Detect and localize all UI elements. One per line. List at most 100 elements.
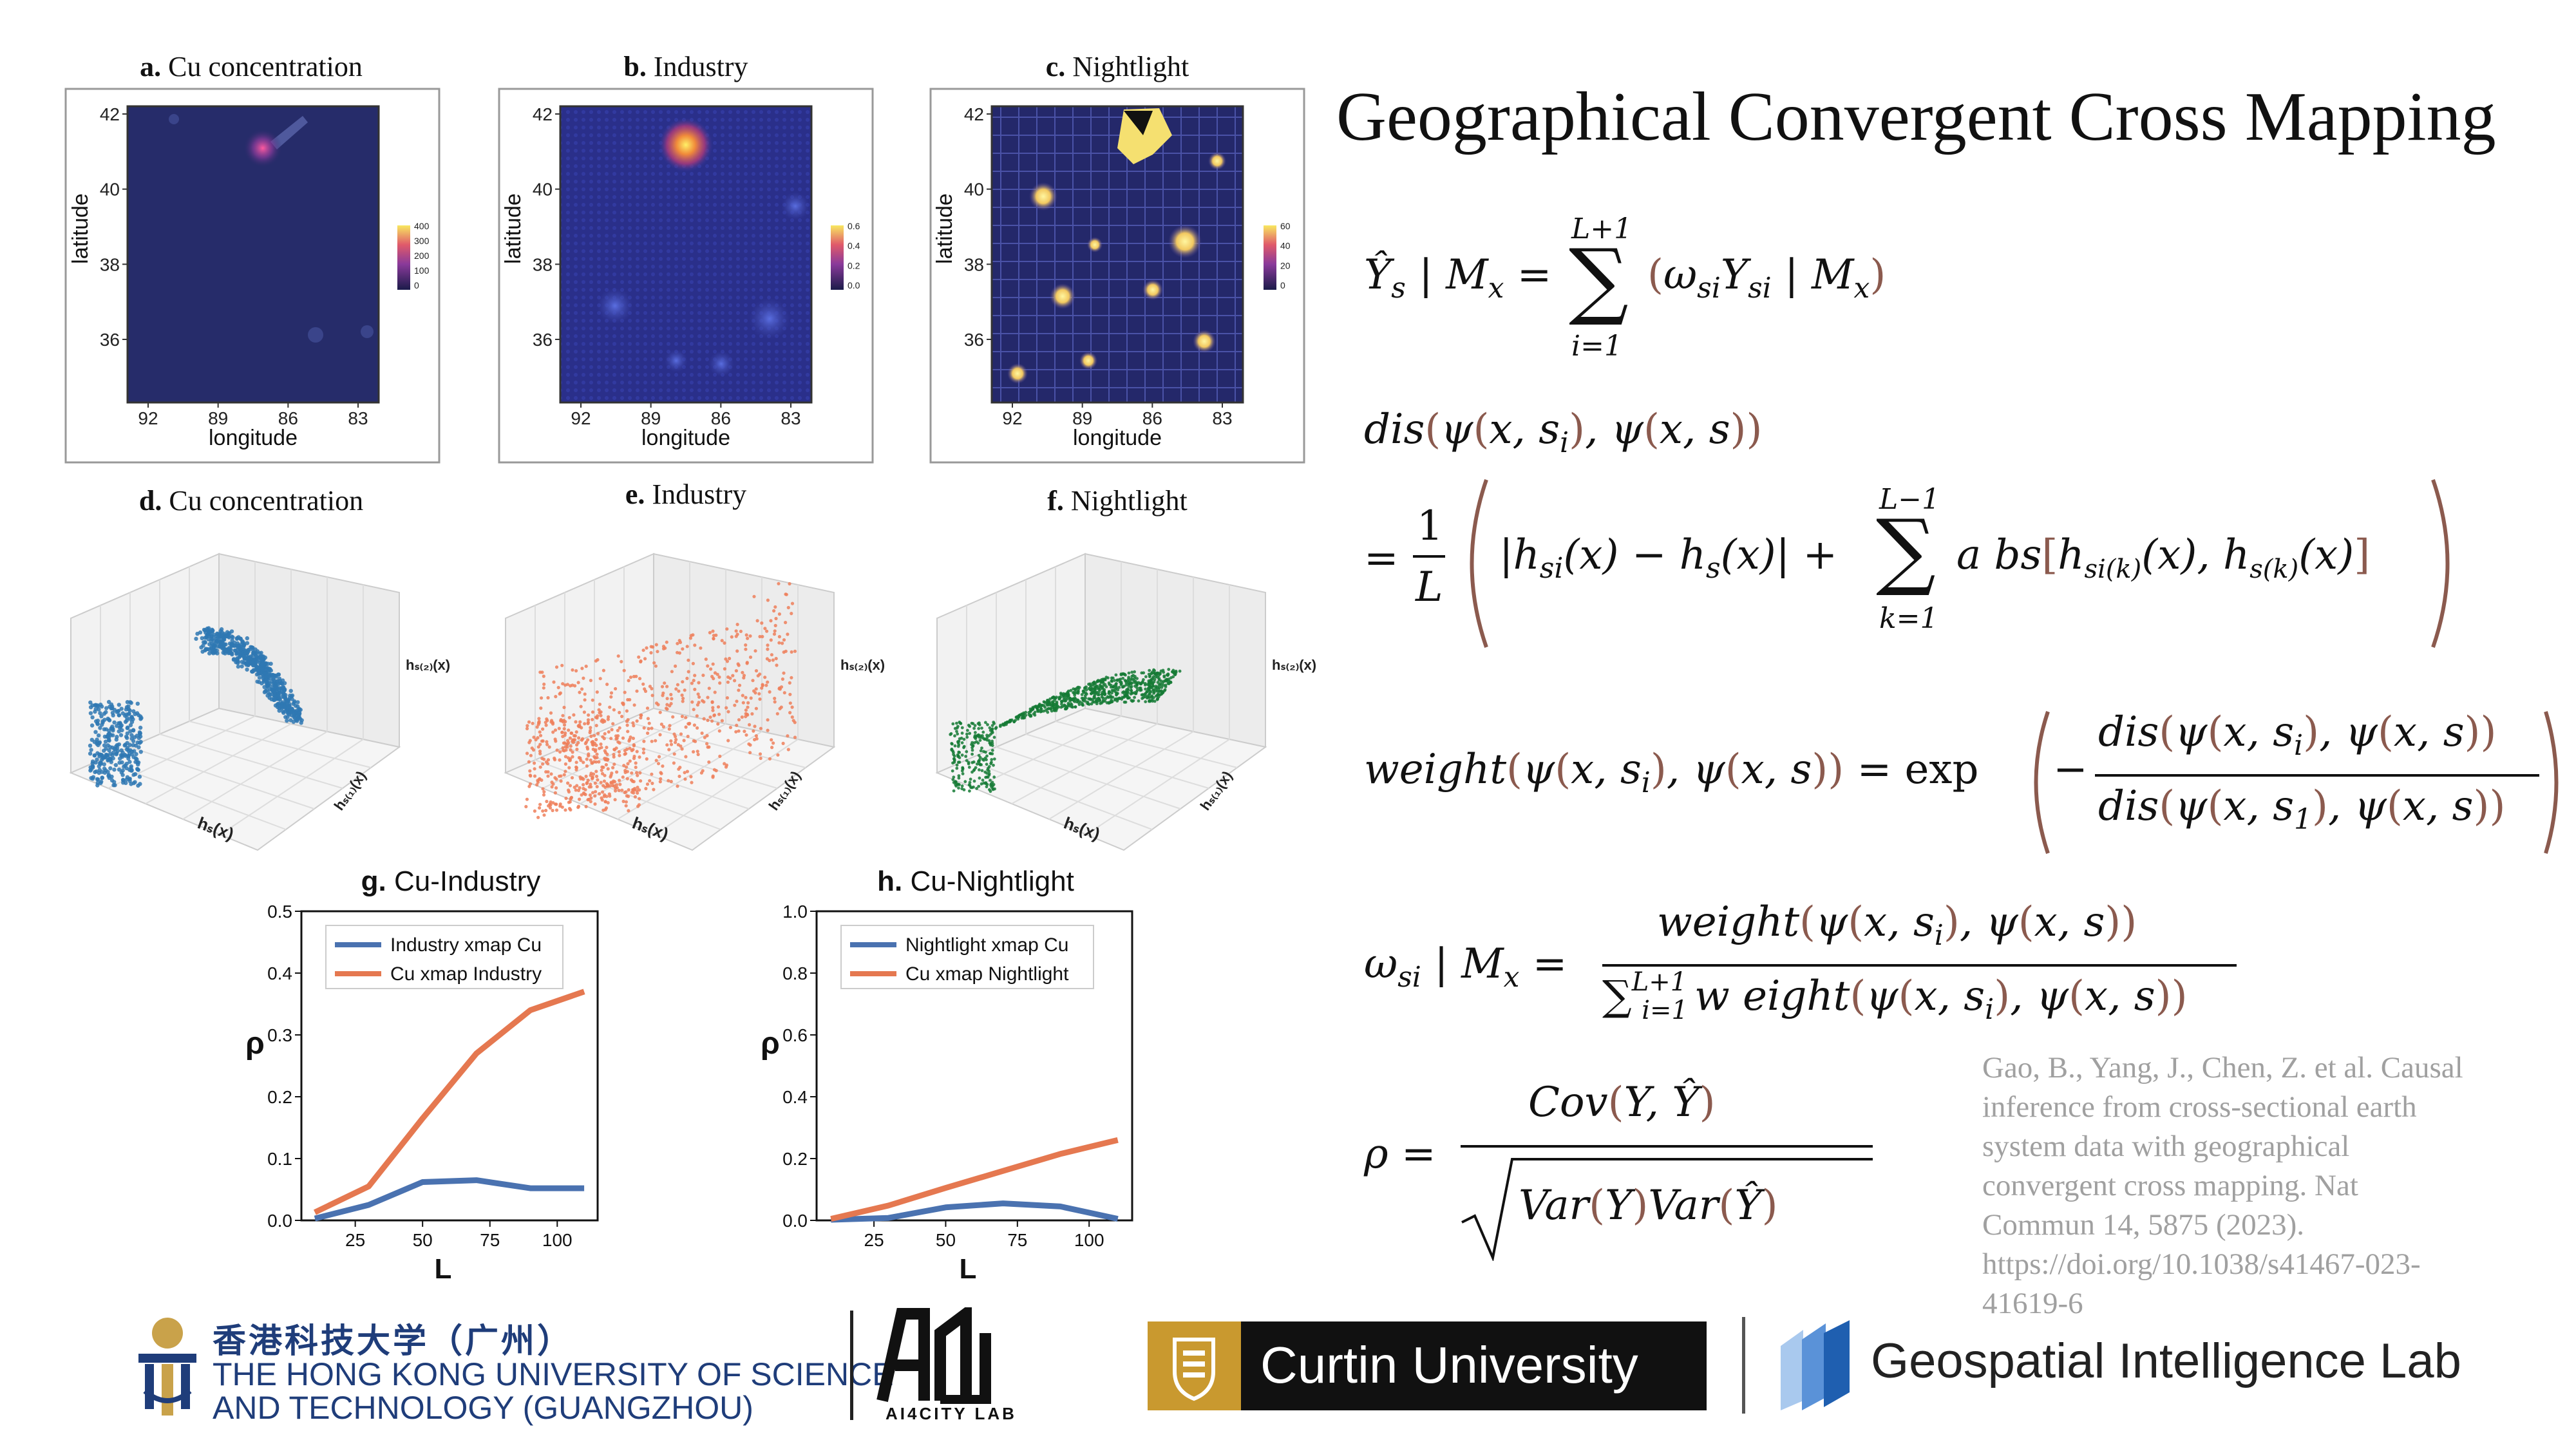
scatter-point	[626, 762, 630, 766]
scatter-point	[285, 718, 289, 723]
scatter-point	[752, 594, 756, 598]
scatter-point	[656, 650, 659, 654]
scatter-point	[578, 720, 582, 724]
scatter-point	[97, 707, 101, 712]
scatter-point	[585, 745, 589, 749]
scatter-point	[112, 720, 117, 725]
scatter-point	[583, 722, 587, 726]
scatter-point	[608, 705, 612, 709]
scatter-point	[974, 731, 977, 734]
scatter-point	[744, 647, 748, 651]
scatter-point	[125, 715, 129, 720]
scatter-point	[986, 723, 989, 726]
scatter-point	[602, 795, 606, 799]
scatter-point	[99, 781, 103, 786]
scatter-point	[985, 734, 989, 737]
scatter-point	[652, 661, 656, 665]
scatter-point	[595, 716, 599, 720]
map-ytick-label: 36	[100, 330, 120, 350]
scatter-point	[756, 674, 760, 677]
scatter-point	[772, 609, 776, 613]
scatter-point	[564, 770, 567, 773]
scatter-point	[638, 755, 641, 759]
map-ytick-label: 38	[100, 254, 120, 274]
scatter-point	[972, 779, 976, 783]
scatter-point	[956, 732, 960, 736]
scatter-point	[611, 722, 615, 726]
scatter-point	[1101, 696, 1105, 700]
scatter-point	[781, 641, 784, 645]
scatter-point	[956, 741, 960, 744]
scatter-point	[710, 700, 714, 704]
scatter-point	[525, 797, 529, 801]
colorbar-tick-label: 0.2	[848, 260, 860, 270]
scatter-point	[1092, 690, 1096, 694]
scatter-point	[289, 688, 293, 694]
scatter-point	[635, 689, 639, 693]
ytick-label: 0.8	[782, 963, 808, 983]
scatter-point	[761, 683, 764, 687]
scatter-point	[98, 711, 102, 715]
scatter-point	[595, 755, 599, 759]
scatter-point	[538, 752, 542, 755]
scatter-point	[125, 731, 129, 736]
scatter-point	[696, 726, 699, 730]
scatter-point	[661, 645, 666, 649]
scatter-point	[632, 674, 636, 679]
scatter-point	[95, 751, 100, 755]
scatter-point	[650, 694, 654, 697]
scatter-point	[627, 788, 630, 792]
scatter-point	[773, 623, 777, 628]
scatter-point	[1086, 700, 1090, 704]
scatter-point	[224, 648, 229, 652]
scatter-point	[772, 632, 777, 636]
scatter-point	[582, 676, 585, 680]
scatter-point	[688, 636, 692, 640]
scatter-point	[985, 775, 989, 779]
scatter-point	[617, 788, 621, 792]
scatter-point	[276, 672, 281, 677]
scatter-point	[753, 737, 757, 742]
scatter-point	[530, 746, 534, 750]
colorbar-tick-label: 0.0	[848, 280, 860, 290]
scatter-point	[621, 701, 625, 706]
scatter-point	[561, 748, 565, 752]
scatter-point	[955, 721, 958, 725]
map-ylabel: latitude	[501, 193, 526, 264]
scatter-point	[137, 741, 142, 745]
scatter-point	[684, 715, 688, 719]
scatter-point	[743, 730, 746, 734]
xtick-label: 100	[1074, 1230, 1104, 1250]
scatter-point	[1130, 670, 1134, 674]
scatter-point	[598, 746, 601, 750]
scatter-point	[250, 669, 254, 674]
scatter-point	[88, 743, 93, 748]
scatter-point	[772, 741, 775, 745]
equation-4: ωsi | Mx = weight(ψ(x, si), ψ(x, s)) ∑L+…	[1364, 892, 2266, 1046]
scatter-point	[618, 710, 621, 714]
scatter-point	[766, 728, 770, 732]
map-ytick-label: 38	[533, 254, 553, 274]
scatter-point	[1150, 672, 1154, 675]
scatter-point	[589, 782, 592, 786]
scatter-point	[569, 795, 574, 799]
scatter-point	[589, 785, 593, 789]
scatter-point	[591, 775, 594, 779]
ytick-label: 0.3	[267, 1025, 292, 1045]
scatter-point	[669, 743, 674, 746]
scatter-point	[1110, 691, 1113, 695]
colorbar-tick-label: 400	[414, 221, 430, 231]
scatter-point	[683, 777, 687, 781]
scatter-point	[553, 791, 558, 795]
scatter-point	[564, 808, 567, 812]
scatter-point	[748, 634, 752, 638]
scatter-point	[592, 755, 596, 759]
scatter-point	[965, 732, 969, 736]
scatter-point	[1022, 711, 1025, 715]
scatter-point	[1142, 696, 1145, 699]
scatter-point	[960, 726, 964, 730]
scatter-point	[1160, 689, 1163, 693]
map-xlabel: longitude	[641, 426, 730, 450]
scatter-point	[108, 766, 113, 771]
scatter-point	[128, 743, 132, 747]
